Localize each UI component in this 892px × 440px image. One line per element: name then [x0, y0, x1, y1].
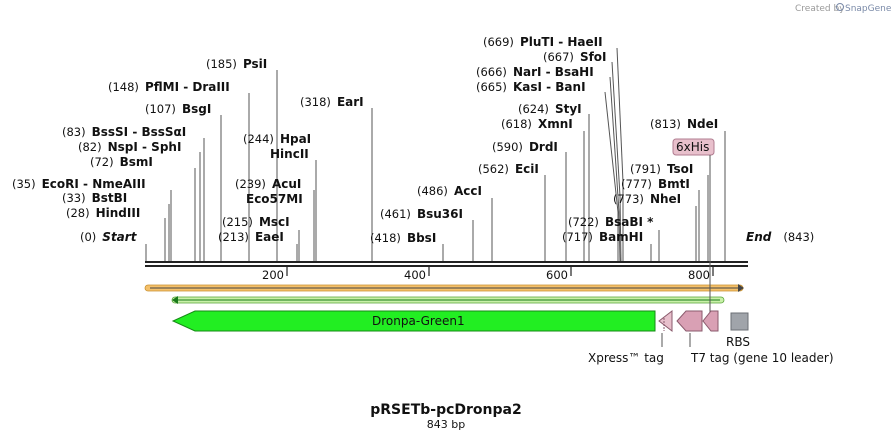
site-tsoi[interactable]: (791) TsoI	[630, 162, 693, 176]
sequence-backbone	[145, 261, 748, 267]
start-label: (0) Start	[80, 230, 138, 244]
t7-tag-label: T7 tag (gene 10 leader)	[690, 351, 834, 365]
rbs-label: RBS	[726, 335, 750, 349]
map-length: 843 bp	[427, 418, 465, 431]
site-bamhi[interactable]: (717) BamHI	[562, 230, 643, 244]
his-tag-badge[interactable]	[672, 138, 715, 156]
restriction-sites: (28) HindIII (33) BstBI (35) EcoRI - NmeAII…	[12, 35, 718, 245]
ruler: 200 400 600 800	[262, 266, 714, 282]
site-hincii[interactable]: HincII	[270, 147, 309, 161]
site-drdi[interactable]: (590) DrdI	[492, 140, 558, 154]
tick-label-400: 400	[404, 268, 426, 282]
tick-label-800: 800	[688, 268, 710, 282]
site-nari-bsahi[interactable]: (666) NarI - BsaHI	[476, 65, 594, 79]
orf-arrow-left-icon	[172, 296, 178, 304]
site-nhei[interactable]: (773) NheI	[613, 192, 681, 206]
site-xmni[interactable]: (618) XmnI	[501, 117, 573, 131]
site-pluti-haeii[interactable]: (669) PluTI - HaeII	[483, 35, 603, 49]
site-eco57mi[interactable]: Eco57MI	[246, 192, 303, 206]
site-bsabi[interactable]: (722) BsaBI *	[568, 215, 654, 229]
site-bstbi[interactable]: (33) BstBI	[62, 191, 127, 205]
tick-label-200: 200	[262, 268, 284, 282]
site-hindiii[interactable]: (28) HindIII	[66, 206, 140, 220]
credit-prefix: Created by	[795, 4, 845, 14]
site-styi[interactable]: (624) StyI	[518, 102, 582, 116]
tick-label-600: 600	[546, 268, 568, 282]
orf-arrow-right-icon	[738, 284, 744, 292]
his-tag-label: 6xHis	[676, 140, 709, 154]
site-ndei[interactable]: (813) NdeI	[650, 117, 718, 131]
site-acci[interactable]: (486) AccI	[417, 184, 482, 198]
snapgene-logo-icon	[836, 3, 844, 11]
xpress-tag-label: Xpress™ tag	[588, 351, 664, 365]
site-ecii[interactable]: (562) EciI	[478, 162, 539, 176]
site-bsgi[interactable]: (107) BsgI	[145, 102, 211, 116]
site-hpai[interactable]: (244) HpaI	[243, 132, 311, 146]
site-psii[interactable]: (185) PsiI	[206, 57, 267, 71]
site-sfoi[interactable]: (667) SfoI	[543, 50, 607, 64]
his-tag-feature[interactable]	[702, 310, 719, 332]
site-eari[interactable]: (318) EarI	[300, 95, 364, 109]
site-pflmi-draiii[interactable]: (148) PflMI - DraIII	[108, 80, 230, 94]
site-nspi-sphi[interactable]: (82) NspI - SphI	[78, 140, 181, 154]
site-eaei[interactable]: (213) EaeI	[218, 230, 284, 244]
end-label: End (843)	[746, 230, 814, 244]
rbs-feature[interactable]	[730, 312, 749, 331]
site-msci[interactable]: (215) MscI	[222, 215, 290, 229]
t7-tag-feature[interactable]	[676, 310, 703, 332]
site-bbsi[interactable]: (418) BbsI	[370, 231, 436, 245]
site-lines	[145, 47, 726, 263]
map-title: pRSETb-pcDronpa2	[370, 402, 521, 418]
credit-brand: SnapGene	[845, 4, 892, 14]
features: Dronpa-Green1 Xpress™ tag T7 tag (gene 1…	[171, 309, 834, 365]
dronpa-label: Dronpa-Green1	[372, 314, 465, 328]
site-bmti[interactable]: (777) BmtI	[621, 177, 690, 191]
site-kasi-bani[interactable]: (665) KasI - BanI	[476, 80, 586, 94]
dronpa-feature[interactable]	[171, 310, 656, 332]
orf-bars	[144, 284, 744, 304]
site-bsssi[interactable]: (83) BssSI - BssSαI	[62, 125, 186, 139]
site-bsmi[interactable]: (72) BsmI	[90, 155, 153, 169]
site-bsu36i[interactable]: (461) Bsu36I	[380, 207, 463, 221]
xpress-tag-feature[interactable]	[658, 309, 673, 333]
site-ecori-nmeaiii[interactable]: (35) EcoRI - NmeAIII	[12, 177, 146, 191]
site-acui[interactable]: (239) AcuI	[235, 177, 301, 191]
